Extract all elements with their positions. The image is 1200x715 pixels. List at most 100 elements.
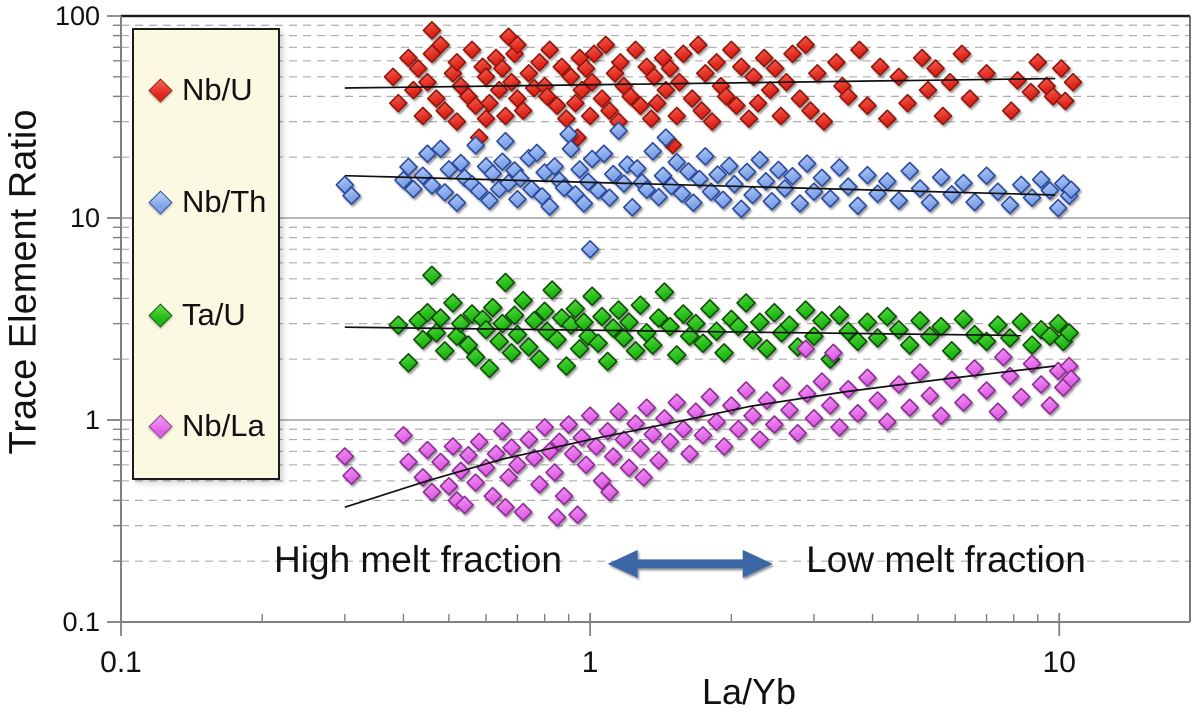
- data-point: [790, 194, 810, 213]
- data-point: [580, 106, 600, 126]
- data-point: [783, 44, 802, 64]
- annotation-low-melt: Low melt fraction: [806, 539, 1086, 580]
- data-point: [858, 96, 877, 115]
- data-point: [499, 468, 518, 487]
- data-point: [660, 432, 680, 452]
- data-point: [614, 328, 634, 348]
- x-tick-label: 0.1: [100, 646, 142, 679]
- data-point: [634, 468, 653, 487]
- data-point: [918, 80, 938, 100]
- data-point: [592, 471, 612, 491]
- data-point: [674, 419, 693, 439]
- data-point: [649, 187, 668, 207]
- data-point: [600, 482, 619, 502]
- data-point: [760, 80, 780, 100]
- data-point: [388, 93, 408, 113]
- data-point: [592, 89, 612, 108]
- data-point: [702, 112, 722, 131]
- data-point: [731, 199, 751, 219]
- data-point: [644, 67, 664, 87]
- data-point: [850, 40, 869, 60]
- data-point: [976, 331, 997, 352]
- data-point: [559, 415, 578, 434]
- data-point: [383, 67, 403, 87]
- data-point: [1048, 198, 1068, 218]
- data-point: [899, 335, 920, 355]
- data-point: [547, 329, 567, 350]
- data-point: [965, 192, 984, 212]
- data-point: [988, 315, 1008, 335]
- data-point: [838, 321, 859, 342]
- data-point: [450, 313, 471, 334]
- data-point: [582, 72, 602, 92]
- data-point: [556, 356, 577, 376]
- data-point: [1021, 82, 1041, 102]
- data-point: [953, 309, 974, 330]
- data-point: [554, 486, 574, 506]
- annotation-high-melt: High melt fraction: [274, 539, 562, 580]
- data-point: [495, 272, 516, 293]
- data-point: [1001, 101, 1021, 120]
- data-point: [670, 72, 689, 92]
- data-point: [530, 475, 549, 494]
- data-point: [814, 112, 834, 131]
- data-point: [801, 101, 820, 120]
- data-point: [1063, 72, 1083, 92]
- data-point: [513, 101, 533, 120]
- data-point: [780, 400, 799, 420]
- data-point: [584, 44, 604, 64]
- data-point: [765, 59, 785, 78]
- data-point: [838, 177, 858, 196]
- data-point: [771, 106, 791, 126]
- data-point: [952, 44, 972, 64]
- data-point: [931, 406, 951, 426]
- data-point: [977, 381, 996, 400]
- trendline-nb-th: [344, 174, 1056, 196]
- data-point: [838, 87, 858, 106]
- data-point: [848, 403, 868, 423]
- data-point: [920, 386, 940, 405]
- data-point: [656, 80, 676, 100]
- data-point: [857, 312, 878, 332]
- data-point: [619, 458, 639, 478]
- data-point: [666, 345, 687, 365]
- data-point: [812, 168, 832, 188]
- data-point: [594, 144, 614, 164]
- data-point: [469, 181, 489, 201]
- data-point: [508, 35, 527, 55]
- series-nb-u: [383, 20, 1083, 155]
- data-point: [614, 430, 634, 449]
- data-point: [430, 308, 451, 328]
- data-point: [877, 109, 897, 129]
- data-point: [772, 376, 791, 395]
- data-point: [942, 185, 962, 204]
- data-point: [563, 444, 583, 464]
- data-point: [695, 147, 715, 166]
- data-point: [537, 321, 557, 342]
- data-point: [750, 150, 770, 170]
- x-axis-ticks: 0.1 1 10: [100, 613, 1076, 679]
- data-point: [1022, 188, 1042, 208]
- data-point: [342, 466, 361, 485]
- data-point: [965, 359, 984, 378]
- data-point: [977, 166, 996, 185]
- data-point: [679, 162, 698, 181]
- data-point: [459, 445, 478, 465]
- data-point: [447, 193, 467, 213]
- data-point: [565, 299, 586, 319]
- melt-fraction-arrow: [607, 549, 773, 578]
- legend-item-nb-th: Nb/Th: [148, 184, 266, 220]
- data-point: [729, 419, 748, 439]
- data-point: [848, 196, 868, 216]
- data-point: [600, 101, 619, 120]
- data-point: [603, 318, 624, 338]
- data-point: [684, 193, 703, 213]
- data-point: [631, 96, 650, 115]
- data-point: [867, 328, 888, 348]
- data-point: [621, 87, 640, 106]
- data-point: [508, 189, 527, 209]
- data-point: [398, 352, 419, 373]
- data-point: [552, 57, 572, 77]
- data-point: [434, 341, 455, 361]
